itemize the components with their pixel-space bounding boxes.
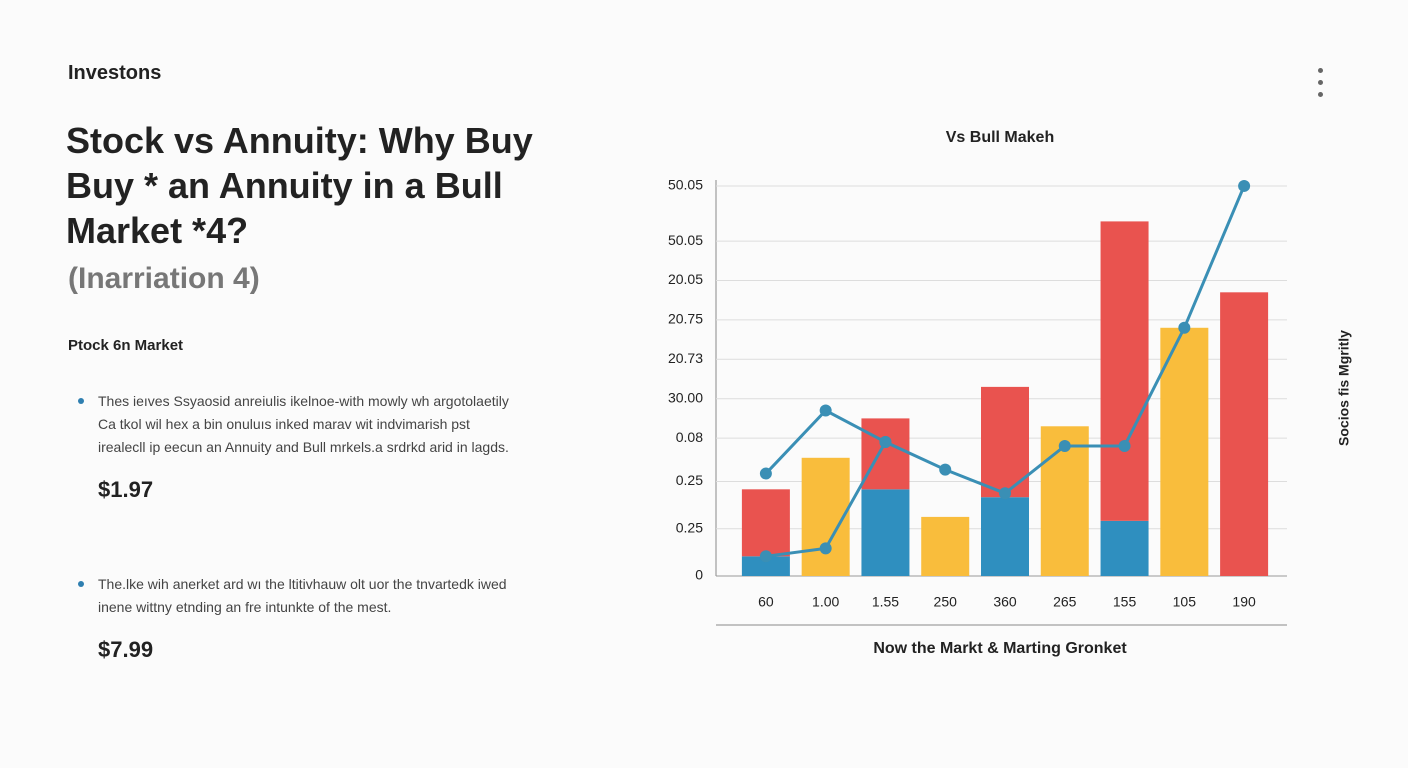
line-point xyxy=(879,436,892,449)
bar xyxy=(981,497,1029,576)
bar xyxy=(861,418,910,490)
item: Thes ieıves Ssyaosid anreiulis ikelnoe-w… xyxy=(78,390,518,503)
line-point xyxy=(999,487,1011,500)
line-point xyxy=(1058,439,1071,452)
y-tick-label: 0.08 xyxy=(676,429,703,445)
x-tick-label: 360 xyxy=(993,594,1017,610)
x-tick-label: 60 xyxy=(758,594,774,610)
line-point xyxy=(939,463,952,476)
x-tick-label: 1.00 xyxy=(812,594,839,610)
x-tick-label: 250 xyxy=(934,594,958,610)
bar xyxy=(1100,221,1149,521)
item: The.lke wih anerket ard wı the ltitivhau… xyxy=(78,573,518,663)
y-tick-label: 0.25 xyxy=(676,519,703,535)
bar xyxy=(1160,327,1209,576)
item-text: The.lke wih anerket ard wı the ltitivhau… xyxy=(78,573,518,619)
x-tick-label: 265 xyxy=(1053,594,1077,610)
line-point xyxy=(1118,439,1131,452)
title-line: Buy * an Annuity in a Bull xyxy=(66,165,503,206)
line-point xyxy=(819,404,832,417)
x-tick-label: 105 xyxy=(1173,594,1197,610)
line-point xyxy=(759,467,772,480)
y-tick-label: 0 xyxy=(695,567,703,583)
subtitle: (Inarriation 4) xyxy=(68,262,260,295)
y-tick-label: 0.25 xyxy=(676,472,703,488)
title: Stock vs Annuity: Why Buy Buy * an Annui… xyxy=(66,118,533,253)
x-tick-label: 190 xyxy=(1232,594,1256,610)
x-tick-label: 155 xyxy=(1113,594,1137,610)
line-point xyxy=(819,542,832,555)
bar xyxy=(1100,520,1149,576)
title-line: Market *4? xyxy=(66,210,249,251)
y-tick-label: 20.73 xyxy=(668,350,703,366)
section-heading: Ptock 6n Market xyxy=(68,337,184,354)
menu-button[interactable] xyxy=(1318,68,1323,104)
line-point xyxy=(759,550,772,563)
item-price: $1.97 xyxy=(98,477,154,502)
bar xyxy=(921,516,970,576)
title-line: Stock vs Annuity: Why Buy xyxy=(66,120,533,161)
y-tick-label: 50.05 xyxy=(668,177,703,193)
y-axis-label: Socios fis Mgritly xyxy=(1336,330,1352,446)
line-point xyxy=(1178,321,1191,334)
line-point xyxy=(1238,179,1251,192)
chart-title: Vs Bull Makeh xyxy=(946,129,1054,146)
bar xyxy=(861,489,910,576)
x-tick-label: 1.55 xyxy=(872,594,899,610)
bar xyxy=(1220,292,1269,576)
bar xyxy=(741,556,790,576)
x-axis-label: Now the Markt & Marting Gronket xyxy=(873,640,1127,657)
y-tick-label: 20.05 xyxy=(668,271,703,287)
y-tick-label: 20.75 xyxy=(668,311,703,327)
y-tick-label: 30.00 xyxy=(668,389,703,405)
y-tick-label: 50.05 xyxy=(668,232,703,248)
bar xyxy=(741,489,790,557)
kicker: Investons xyxy=(68,62,162,84)
item-text: Thes ieıves Ssyaosid anreiulis ikelnoe-w… xyxy=(78,390,518,459)
item-price: $7.99 xyxy=(98,637,154,662)
